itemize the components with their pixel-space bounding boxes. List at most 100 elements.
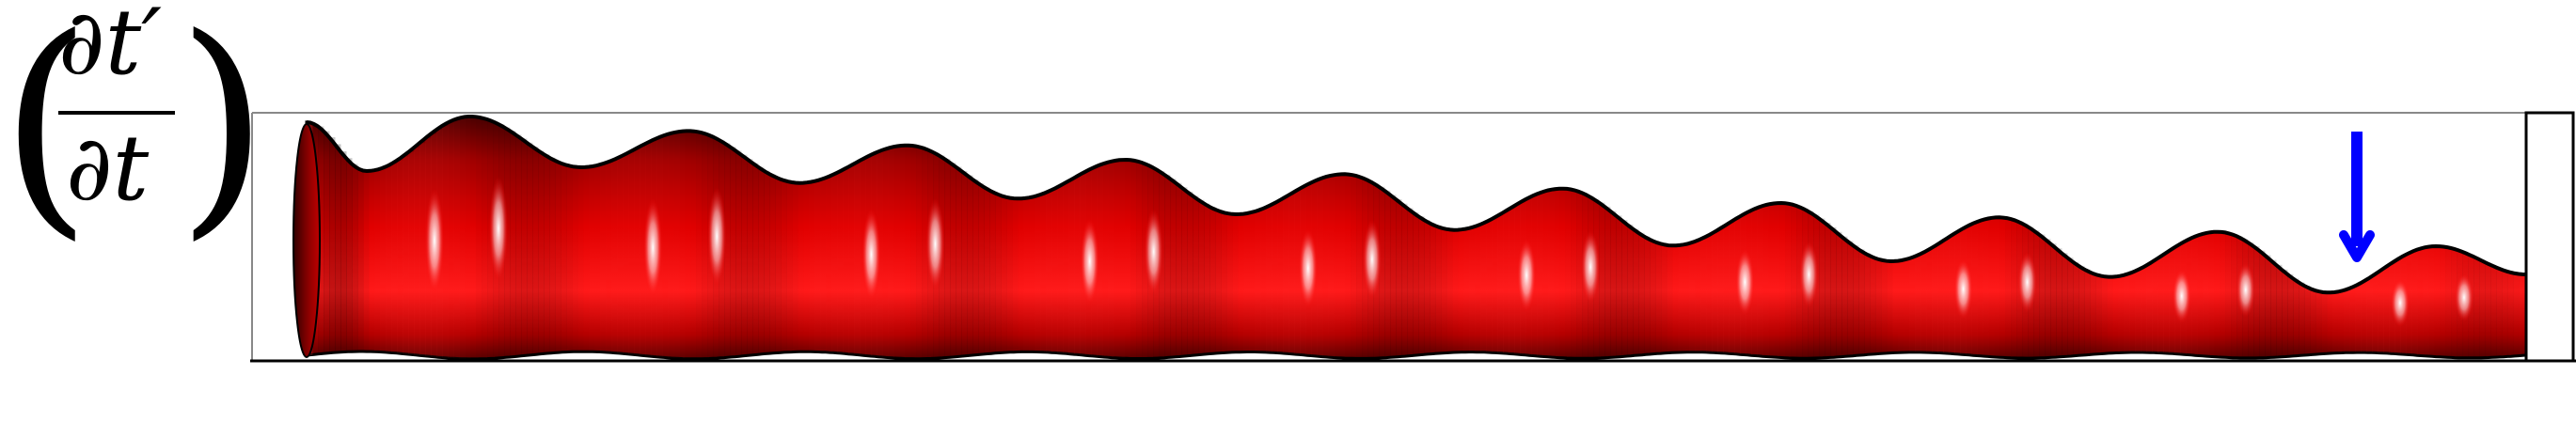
shading-band [617, 158, 624, 353]
shading-band [465, 117, 471, 358]
shading-band [561, 163, 567, 352]
shading-band [1712, 233, 1718, 353]
shading-band [1633, 228, 1639, 356]
shading-band [1226, 212, 1233, 353]
shading-band [1983, 220, 1989, 356]
shading-band [922, 148, 928, 359]
shading-band [1892, 261, 1899, 353]
tube-top-outline [306, 115, 2527, 295]
specular-highlight [861, 208, 881, 301]
tube-surface [292, 115, 2528, 361]
specular-highlight [1953, 258, 1973, 320]
shading-band [1509, 209, 1515, 354]
shading-band [2507, 271, 2514, 357]
shading-band [2214, 232, 2220, 357]
shading-band [1841, 236, 1848, 357]
shading-band [989, 190, 996, 354]
shading-band [916, 147, 923, 359]
shading-band [831, 175, 838, 353]
shading-band [386, 166, 392, 352]
shading-band [549, 157, 556, 353]
specular-highlight [1581, 230, 1601, 304]
shading-band [1068, 180, 1075, 354]
shading-band [1881, 259, 1888, 354]
shading-band [2169, 251, 2175, 354]
shading-band [956, 166, 962, 357]
shading-band [1266, 207, 1272, 352]
shading-band [1762, 206, 1769, 357]
derivative-label: ( ∂t′ ∂t ) [0, 0, 269, 260]
shading-band [1006, 196, 1013, 353]
shading-band [2191, 238, 2198, 355]
shading-band [1610, 211, 1617, 358]
shading-band [2078, 265, 2085, 356]
right-end-cap [2524, 111, 2575, 363]
shading-band [888, 148, 894, 358]
shading-band [1294, 192, 1301, 354]
tube-left-cap [292, 123, 321, 358]
shading-band [352, 164, 358, 352]
shading-band [1097, 165, 1103, 357]
shading-band [1351, 175, 1357, 358]
shading-band [1576, 191, 1583, 359]
shading-band [2157, 258, 2164, 353]
shading-band [2519, 273, 2525, 355]
shading-band [1599, 202, 1605, 358]
shading-band [2485, 261, 2491, 358]
shading-band [854, 164, 861, 355]
shading-band [1136, 161, 1143, 359]
shading-band [2208, 233, 2215, 357]
shading-band [2056, 248, 2062, 358]
shading-band [2129, 273, 2136, 353]
shading-band [1413, 211, 1419, 356]
shading-band [673, 133, 680, 358]
shading-band [2084, 269, 2091, 355]
shading-band [1255, 211, 1261, 351]
shading-band [1418, 216, 1425, 355]
shading-band [1215, 209, 1222, 354]
shading-band [764, 170, 770, 354]
shading-band [2287, 273, 2294, 357]
shading-band [340, 151, 347, 352]
shading-band [1853, 245, 1859, 356]
shading-band [566, 164, 573, 352]
shading-band [2135, 271, 2141, 352]
shading-band [690, 131, 697, 358]
shading-band [2253, 246, 2260, 358]
shading-band [747, 159, 753, 356]
shading-band [1018, 198, 1024, 351]
shading-band [2293, 278, 2299, 356]
shading-band [544, 154, 550, 354]
shading-band [2411, 252, 2418, 355]
shading-band [1322, 178, 1329, 357]
shading-band [1452, 230, 1459, 353]
shading-band [803, 183, 810, 352]
shading-band [1791, 204, 1797, 358]
shading-band [2479, 259, 2486, 358]
shading-band [594, 166, 601, 352]
specular-highlight [2236, 262, 2255, 318]
shading-band [419, 143, 426, 356]
shading-band [2073, 261, 2079, 356]
shading-band [961, 170, 968, 357]
shading-band [1672, 245, 1679, 352]
shading-band [1650, 239, 1656, 354]
shading-band [1446, 229, 1453, 353]
shading-band [2197, 235, 2204, 356]
shading-band [792, 182, 798, 352]
shading-band [668, 133, 674, 358]
specular-highlight [489, 176, 508, 282]
shading-band [476, 117, 482, 359]
shading-band [1858, 249, 1865, 356]
shading-band [2440, 246, 2446, 357]
shading-band [978, 183, 985, 355]
shading-band [1074, 178, 1081, 355]
shading-band [1475, 226, 1481, 352]
shading-band [2141, 268, 2147, 353]
shading-band [2282, 269, 2288, 357]
shading-band [1830, 226, 1837, 358]
shading-band [521, 138, 528, 356]
shading-band [1774, 203, 1780, 357]
shading-band [2107, 277, 2113, 354]
shading-band [1565, 189, 1572, 358]
